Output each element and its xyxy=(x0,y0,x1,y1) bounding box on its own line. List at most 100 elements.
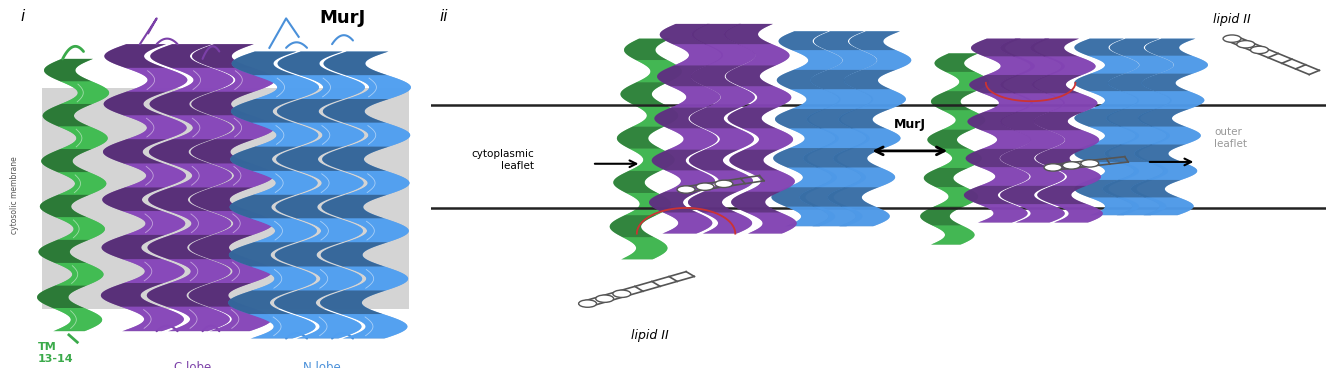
Polygon shape xyxy=(58,172,106,195)
Polygon shape xyxy=(170,116,232,139)
Polygon shape xyxy=(660,24,709,44)
Polygon shape xyxy=(823,89,874,109)
Polygon shape xyxy=(1090,198,1139,215)
Polygon shape xyxy=(789,128,839,148)
Polygon shape xyxy=(691,65,741,86)
Polygon shape xyxy=(296,314,362,338)
Polygon shape xyxy=(320,290,386,314)
Polygon shape xyxy=(943,110,985,130)
Polygon shape xyxy=(1000,39,1049,56)
Polygon shape xyxy=(229,195,296,219)
Polygon shape xyxy=(924,168,968,187)
Polygon shape xyxy=(1050,167,1101,186)
Polygon shape xyxy=(324,52,389,75)
Polygon shape xyxy=(648,192,699,213)
Polygon shape xyxy=(621,82,668,105)
Polygon shape xyxy=(633,105,678,127)
Circle shape xyxy=(715,180,733,188)
Polygon shape xyxy=(1134,144,1185,162)
Polygon shape xyxy=(745,170,794,192)
Polygon shape xyxy=(814,31,865,50)
Polygon shape xyxy=(150,44,212,68)
Polygon shape xyxy=(663,213,712,233)
Polygon shape xyxy=(231,146,297,171)
Polygon shape xyxy=(623,237,667,259)
Text: TM
13-14: TM 13-14 xyxy=(37,342,73,364)
Polygon shape xyxy=(1030,39,1103,223)
Polygon shape xyxy=(774,109,826,128)
Polygon shape xyxy=(984,56,1034,75)
Polygon shape xyxy=(1131,180,1181,198)
Polygon shape xyxy=(1146,39,1195,56)
Polygon shape xyxy=(1119,162,1168,180)
Polygon shape xyxy=(850,128,900,148)
Polygon shape xyxy=(58,127,107,149)
Polygon shape xyxy=(190,187,253,211)
Polygon shape xyxy=(939,149,981,168)
Polygon shape xyxy=(1045,56,1095,75)
Polygon shape xyxy=(845,167,895,187)
Polygon shape xyxy=(1089,91,1139,109)
Polygon shape xyxy=(625,39,671,60)
Polygon shape xyxy=(322,99,389,123)
Polygon shape xyxy=(1105,144,1155,162)
Polygon shape xyxy=(704,170,753,192)
Polygon shape xyxy=(149,187,211,211)
Polygon shape xyxy=(688,24,756,234)
Circle shape xyxy=(595,295,614,302)
Polygon shape xyxy=(211,116,274,139)
Polygon shape xyxy=(1146,198,1193,215)
Polygon shape xyxy=(1089,127,1139,144)
Polygon shape xyxy=(740,86,792,107)
Polygon shape xyxy=(171,68,233,92)
Polygon shape xyxy=(668,128,717,149)
Polygon shape xyxy=(274,52,365,339)
Polygon shape xyxy=(343,123,410,146)
Polygon shape xyxy=(739,44,789,65)
Polygon shape xyxy=(54,263,103,286)
Circle shape xyxy=(613,290,631,297)
Circle shape xyxy=(1044,164,1062,171)
Polygon shape xyxy=(979,204,1028,222)
Polygon shape xyxy=(625,193,671,215)
Polygon shape xyxy=(671,86,720,107)
Polygon shape xyxy=(123,259,184,283)
Polygon shape xyxy=(1089,162,1139,180)
Polygon shape xyxy=(102,235,166,259)
Polygon shape xyxy=(1014,93,1065,112)
Polygon shape xyxy=(149,139,212,164)
Polygon shape xyxy=(41,149,91,172)
Polygon shape xyxy=(964,39,1034,223)
Polygon shape xyxy=(168,259,231,283)
Polygon shape xyxy=(1158,56,1208,74)
Polygon shape xyxy=(703,213,752,233)
Polygon shape xyxy=(725,65,776,86)
Polygon shape xyxy=(1142,74,1193,91)
Polygon shape xyxy=(1032,75,1082,93)
Polygon shape xyxy=(322,146,390,171)
Polygon shape xyxy=(629,149,675,171)
Text: lipid II: lipid II xyxy=(631,329,670,342)
Polygon shape xyxy=(841,207,890,226)
Circle shape xyxy=(1250,46,1269,54)
Polygon shape xyxy=(658,65,708,86)
Polygon shape xyxy=(192,44,253,68)
Polygon shape xyxy=(253,75,320,99)
Polygon shape xyxy=(1000,39,1065,223)
Polygon shape xyxy=(1074,74,1124,91)
Polygon shape xyxy=(945,72,989,91)
Polygon shape xyxy=(690,149,739,170)
Polygon shape xyxy=(101,283,163,307)
Polygon shape xyxy=(747,213,797,233)
Polygon shape xyxy=(228,290,294,314)
Polygon shape xyxy=(674,44,723,65)
Polygon shape xyxy=(617,127,664,149)
Polygon shape xyxy=(276,195,342,219)
Polygon shape xyxy=(1074,144,1124,162)
Polygon shape xyxy=(251,219,317,242)
Polygon shape xyxy=(1074,39,1139,215)
Polygon shape xyxy=(298,123,365,146)
Polygon shape xyxy=(298,171,363,195)
Polygon shape xyxy=(213,68,274,92)
Polygon shape xyxy=(42,104,93,127)
